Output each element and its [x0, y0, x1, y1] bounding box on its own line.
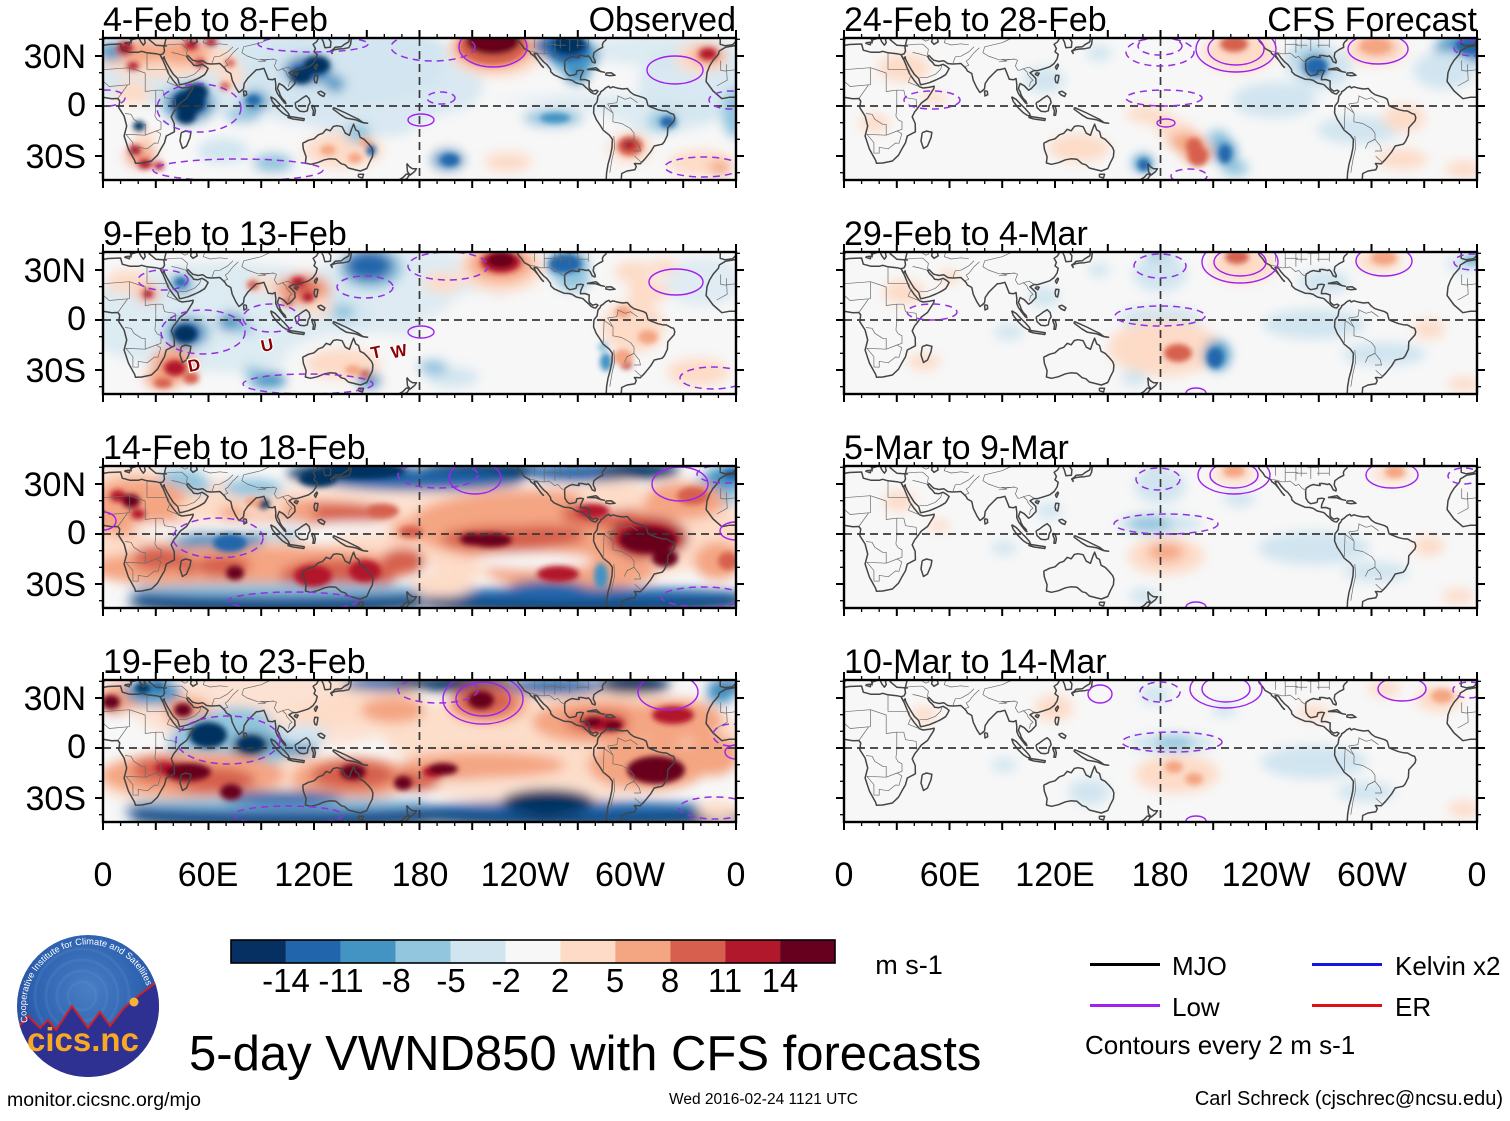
svg-text:cics.nc: cics.nc	[27, 1021, 139, 1058]
svg-text:U: U	[259, 335, 275, 356]
svg-text:D: D	[186, 355, 202, 376]
svg-text:W: W	[389, 340, 410, 362]
